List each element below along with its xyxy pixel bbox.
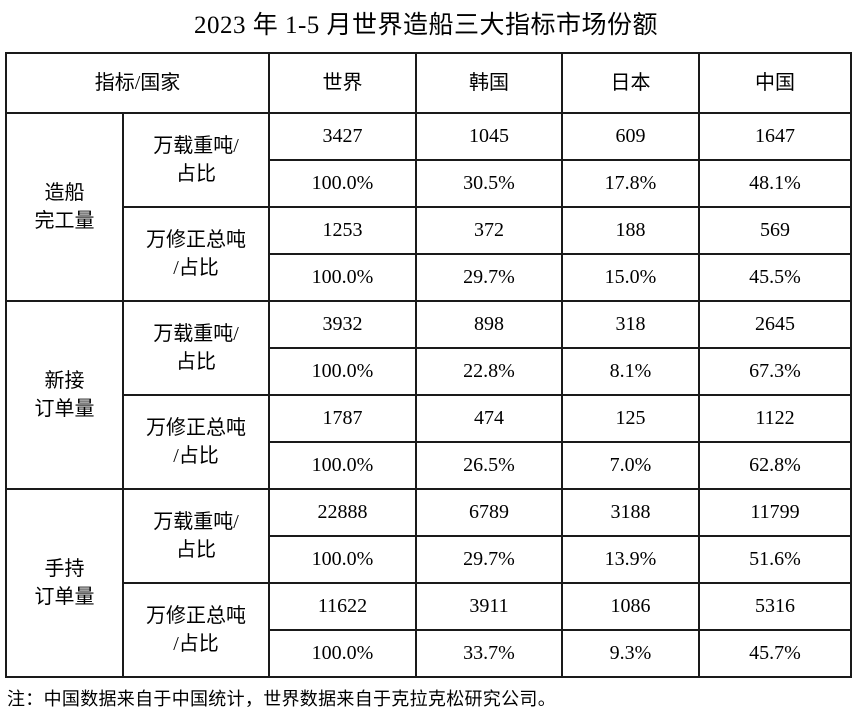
table-row: 100.0% 29.7% 15.0% 45.5% — [6, 252, 852, 302]
share-cell: 8.1% — [561, 346, 700, 396]
table-header-row: 指标/国家 世界 韩国 日本 中国 — [5, 51, 852, 114]
table-row: 手持 订单量 万载重吨/ 占比 22888 6789 3188 11799 — [5, 487, 852, 678]
header-korea: 韩国 — [415, 51, 563, 114]
metric-label-cgt: 万修正总吨 /占比 — [122, 393, 270, 490]
value-cell: 318 — [561, 299, 700, 349]
share-cell: 62.8% — [698, 440, 852, 490]
value-cell: 2645 — [698, 299, 852, 349]
share-cell: 9.3% — [561, 628, 700, 678]
value-cell: 22888 — [268, 487, 417, 537]
header-china: 中国 — [698, 51, 852, 114]
metric-label-cgt: 万修正总吨 /占比 — [122, 581, 270, 678]
value-cell: 1045 — [415, 111, 563, 161]
page-title: 2023 年 1-5 月世界造船三大指标市场份额 — [193, 12, 659, 39]
share-cell: 26.5% — [415, 440, 563, 490]
header-japan: 日本 — [561, 51, 700, 114]
value-cell: 609 — [561, 111, 700, 161]
table-row: 万修正总吨 /占比 11622 3911 1086 5316 — [6, 581, 852, 678]
value-cell: 1086 — [561, 581, 700, 631]
share-cell: 100.0% — [268, 534, 417, 584]
group-label-new-orders: 新接 订单量 — [5, 299, 124, 490]
value-cell: 1647 — [698, 111, 852, 161]
table-row: 造船 完工量 万载重吨/ 占比 3427 1045 609 1647 — [5, 111, 852, 302]
share-cell: 29.7% — [415, 534, 563, 584]
table-row: 万修正总吨 /占比 1787 474 125 1122 — [6, 393, 852, 490]
share-cell: 100.0% — [268, 440, 417, 490]
value-cell: 3911 — [415, 581, 563, 631]
value-cell: 6789 — [415, 487, 563, 537]
share-cell: 67.3% — [698, 346, 852, 396]
value-cell: 11622 — [268, 581, 417, 631]
group-label-completions: 造船 完工量 — [5, 111, 124, 302]
share-cell: 48.1% — [698, 158, 852, 208]
value-cell: 5316 — [698, 581, 852, 631]
table-row: 新接 订单量 万载重吨/ 占比 3932 898 318 2645 — [5, 299, 852, 490]
table-row: 100.0% 33.7% 9.3% 45.7% — [6, 628, 852, 678]
share-cell: 45.5% — [698, 252, 852, 302]
value-cell: 1787 — [268, 393, 417, 443]
value-cell: 3188 — [561, 487, 700, 537]
table-row: 100.0% 22.8% 8.1% 67.3% — [6, 346, 852, 396]
metric-label-dwt: 万载重吨/ 占比 — [122, 111, 270, 208]
table-row: 100.0% 29.7% 13.9% 51.6% — [6, 534, 852, 584]
share-cell: 100.0% — [268, 628, 417, 678]
value-cell: 125 — [561, 393, 700, 443]
value-cell: 3427 — [268, 111, 417, 161]
metric-label-dwt: 万载重吨/ 占比 — [122, 299, 270, 396]
value-cell: 372 — [415, 205, 563, 255]
table-row: 100.0% 26.5% 7.0% 62.8% — [6, 440, 852, 490]
value-cell: 898 — [415, 299, 563, 349]
value-cell: 11799 — [698, 487, 852, 537]
source-note: 注：中国数据来自于中国统计，世界数据来自于克拉克松研究公司。 — [7, 688, 556, 709]
share-cell: 100.0% — [268, 158, 417, 208]
value-cell: 1253 — [268, 205, 417, 255]
share-cell: 45.7% — [698, 628, 852, 678]
share-cell: 33.7% — [415, 628, 563, 678]
metric-label-cgt: 万修正总吨 /占比 — [122, 205, 270, 302]
value-cell: 3932 — [268, 299, 417, 349]
value-cell: 188 — [561, 205, 700, 255]
share-cell: 13.9% — [561, 534, 700, 584]
share-cell: 29.7% — [415, 252, 563, 302]
share-cell: 17.8% — [561, 158, 700, 208]
table-row: 100.0% 30.5% 17.8% 48.1% — [6, 158, 852, 208]
share-cell: 100.0% — [268, 346, 417, 396]
value-cell: 1122 — [698, 393, 852, 443]
table-row: 万修正总吨 /占比 1253 372 188 569 — [6, 205, 852, 302]
value-cell: 569 — [698, 205, 852, 255]
header-indicator-country: 指标/国家 — [5, 51, 270, 114]
share-cell: 22.8% — [415, 346, 563, 396]
value-cell: 474 — [415, 393, 563, 443]
share-cell: 100.0% — [268, 252, 417, 302]
share-cell: 30.5% — [415, 158, 563, 208]
group-label-order-backlog: 手持 订单量 — [5, 487, 124, 678]
share-cell: 15.0% — [561, 252, 700, 302]
share-cell: 51.6% — [698, 534, 852, 584]
metric-label-dwt: 万载重吨/ 占比 — [122, 487, 270, 584]
market-share-table: 指标/国家 世界 韩国 日本 中国 造船 完工量 万载重吨/ 占比 3427 1… — [5, 51, 852, 678]
share-cell: 7.0% — [561, 440, 700, 490]
header-world: 世界 — [268, 51, 417, 114]
